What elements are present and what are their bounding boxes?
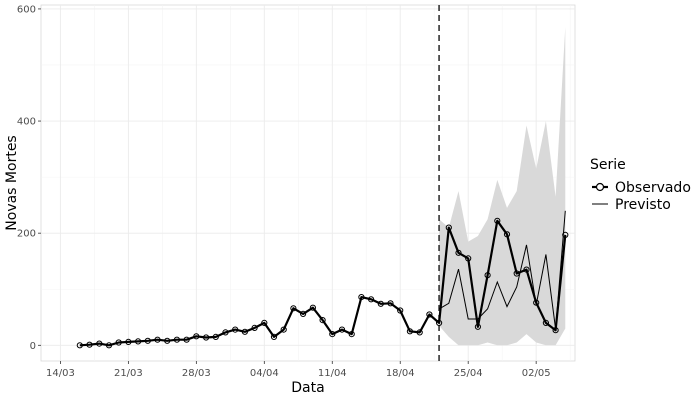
observado-point [115,339,122,346]
x-tick-label: 04/04 [250,368,279,379]
x-axis-ticks: 14/03 21/03 28/03 04/04 11/04 18/04 25/04 02/05 [46,361,551,379]
observado-point [503,231,511,238]
observado-point [105,342,113,349]
observado-point [76,342,83,349]
observado-point [251,324,258,331]
observado-point [348,331,355,338]
x-tick-label: 21/03 [114,368,143,379]
x-tick-label: 25/04 [454,368,483,379]
y-axis-ticks: 0 200 400 600 [17,4,41,352]
observado-point [455,249,462,256]
observado-point [154,336,161,343]
observado-point [513,270,520,277]
observado-point [164,337,171,344]
legend: Serie Observado Previsto [590,157,691,213]
observado-point [280,326,287,333]
y-tick-label: 200 [17,229,36,240]
legend-label-observado: Observado [615,180,691,196]
observado-point [465,255,472,262]
observado-point [290,305,297,312]
observado-point [358,294,365,301]
observado-point [387,300,394,307]
observado-point [144,337,151,344]
observado-point [212,333,219,340]
observado-point [426,311,433,318]
observado-point [552,327,559,334]
observado-point [406,328,413,335]
series-line-previsto [438,210,566,330]
observado-point [241,328,248,335]
observado-point [86,341,93,348]
x-tick-label: 11/04 [318,368,347,379]
x-tick-label: 02/05 [522,368,551,379]
observado-point [397,307,404,314]
observado-point [542,319,550,326]
observado-point [309,304,316,311]
observado-point [193,333,200,340]
observado-point [416,329,423,336]
observado-point [523,266,530,273]
y-tick-label: 600 [17,4,36,15]
legend-title: Serie [590,157,626,173]
observado-point [338,326,346,333]
observado-point [377,300,384,307]
observado-point [173,336,180,343]
observado-point [533,299,540,306]
x-tick-label: 28/03 [182,368,211,379]
observado-point [484,272,491,279]
observado-point [494,217,501,224]
observado-point [562,231,569,238]
legend-label-previsto: Previsto [615,197,671,213]
y-tick-label: 400 [17,117,36,128]
observado-point [125,338,132,345]
legend-key-observado-point [595,182,605,192]
observado-point [368,296,375,303]
observado-point [436,319,443,326]
x-axis-title: Data [291,380,324,396]
observado-point [270,333,278,340]
observado-point [96,340,103,347]
y-axis-title: Novas Mortes [4,135,20,230]
confidence-band [439,26,566,346]
observado-point [319,317,326,324]
x-tick-label: 18/04 [386,368,415,379]
observado-point [203,334,210,341]
observado-point [445,224,452,231]
observado-point [300,310,307,317]
observado-point [474,323,481,330]
y-tick-label: 0 [30,341,36,352]
observado-point [183,336,190,343]
observado-point [329,331,336,338]
observado-point [261,319,268,326]
observado-point [135,338,142,345]
observado-points [76,217,569,349]
series-line-observado [79,219,567,347]
observado-point [222,329,229,336]
observado-point [232,326,239,333]
x-tick-label: 14/03 [46,368,75,379]
